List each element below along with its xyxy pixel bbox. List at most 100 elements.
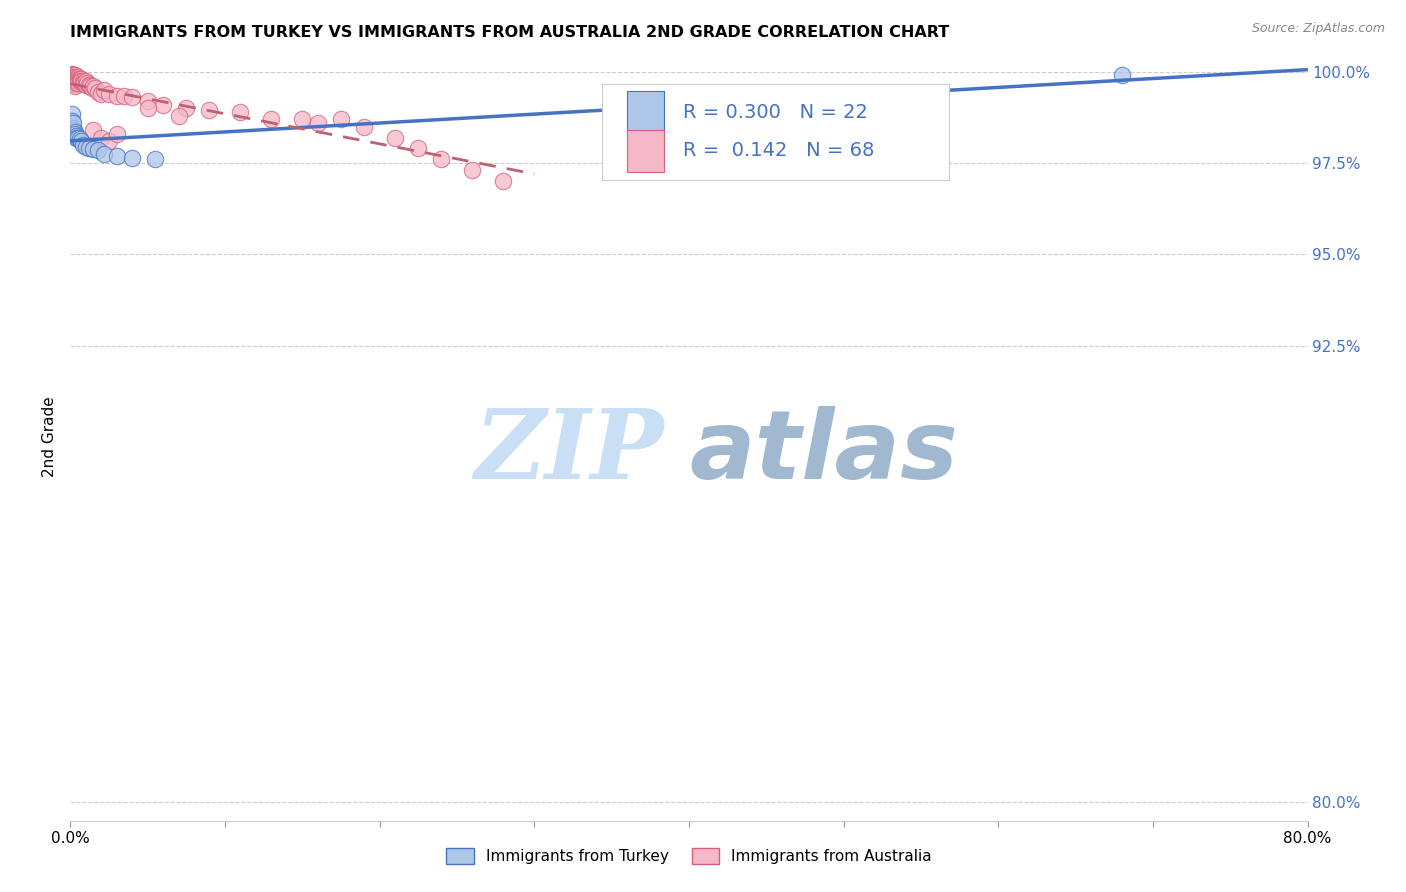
Point — [307, 116, 329, 130]
Legend: Immigrants from Turkey, Immigrants from Australia: Immigrants from Turkey, Immigrants from … — [440, 842, 938, 871]
Point — [60, 67, 83, 81]
Point — [98, 87, 120, 101]
Point — [63, 74, 86, 88]
Point — [72, 137, 94, 152]
Point — [62, 72, 84, 87]
Point — [98, 134, 120, 148]
Point — [65, 76, 87, 90]
Point — [63, 69, 86, 83]
Point — [63, 76, 86, 90]
Point — [75, 74, 97, 88]
Text: Source: ZipAtlas.com: Source: ZipAtlas.com — [1251, 22, 1385, 36]
Point — [384, 130, 406, 145]
Point — [90, 87, 112, 101]
Point — [76, 76, 98, 90]
Point — [82, 142, 105, 156]
Point — [75, 78, 97, 92]
Point — [62, 74, 84, 88]
Point — [60, 70, 83, 85]
Point — [67, 72, 90, 87]
Text: atlas: atlas — [689, 406, 957, 499]
Point — [63, 72, 86, 87]
Point — [63, 78, 86, 92]
Point — [69, 132, 91, 146]
Point — [60, 114, 83, 128]
Point — [82, 123, 105, 137]
Point — [136, 94, 159, 108]
Text: R =  0.142   N = 68: R = 0.142 N = 68 — [683, 142, 875, 161]
Point — [62, 70, 84, 85]
Point — [75, 139, 97, 153]
Point — [430, 153, 453, 167]
Point — [60, 69, 83, 83]
Point — [60, 74, 83, 88]
Point — [62, 116, 84, 130]
Point — [121, 151, 143, 165]
Text: ZIP: ZIP — [475, 406, 664, 500]
Point — [72, 74, 94, 88]
Point — [62, 69, 84, 83]
Point — [136, 101, 159, 115]
Point — [63, 70, 86, 85]
Text: IMMIGRANTS FROM TURKEY VS IMMIGRANTS FROM AUSTRALIA 2ND GRADE CORRELATION CHART: IMMIGRANTS FROM TURKEY VS IMMIGRANTS FRO… — [70, 25, 949, 40]
Point — [62, 76, 84, 90]
Point — [105, 149, 128, 163]
Point — [65, 128, 87, 143]
Point — [62, 121, 84, 136]
Point — [330, 112, 353, 127]
Point — [72, 76, 94, 90]
Point — [90, 130, 112, 145]
Point — [145, 153, 166, 167]
Point — [73, 76, 96, 90]
Point — [167, 109, 190, 123]
Point — [60, 107, 83, 121]
Point — [65, 70, 87, 85]
FancyBboxPatch shape — [627, 130, 664, 172]
Point — [260, 112, 283, 127]
Point — [67, 76, 90, 90]
Point — [70, 72, 93, 87]
Point — [114, 88, 135, 103]
Point — [105, 127, 128, 141]
Point — [77, 78, 100, 92]
Point — [70, 74, 93, 88]
Point — [67, 70, 90, 85]
Point — [121, 90, 143, 104]
Point — [174, 101, 197, 115]
Point — [69, 74, 91, 88]
Point — [80, 81, 103, 95]
Point — [198, 103, 221, 117]
Point — [87, 144, 110, 158]
Point — [65, 72, 87, 87]
Point — [152, 97, 174, 112]
Point — [105, 88, 128, 103]
Point — [69, 72, 91, 87]
Point — [408, 141, 430, 155]
FancyBboxPatch shape — [627, 92, 664, 134]
Point — [62, 123, 84, 137]
Point — [65, 130, 87, 145]
Point — [84, 81, 107, 95]
Point — [70, 134, 93, 148]
Point — [65, 74, 87, 88]
Point — [60, 72, 83, 87]
Point — [63, 79, 86, 94]
Point — [1111, 69, 1133, 83]
Point — [67, 130, 90, 145]
Point — [353, 120, 375, 134]
Point — [79, 79, 101, 94]
Y-axis label: 2nd Grade: 2nd Grade — [42, 397, 58, 477]
Point — [492, 174, 515, 188]
Point — [93, 147, 115, 161]
Point — [229, 105, 252, 120]
Point — [93, 83, 115, 97]
Point — [291, 112, 314, 127]
Text: R = 0.300   N = 22: R = 0.300 N = 22 — [683, 103, 868, 122]
Point — [77, 141, 100, 155]
Point — [63, 127, 86, 141]
Point — [82, 79, 105, 94]
Point — [67, 74, 90, 88]
Point — [63, 125, 86, 139]
FancyBboxPatch shape — [602, 84, 949, 180]
Point — [461, 163, 484, 178]
